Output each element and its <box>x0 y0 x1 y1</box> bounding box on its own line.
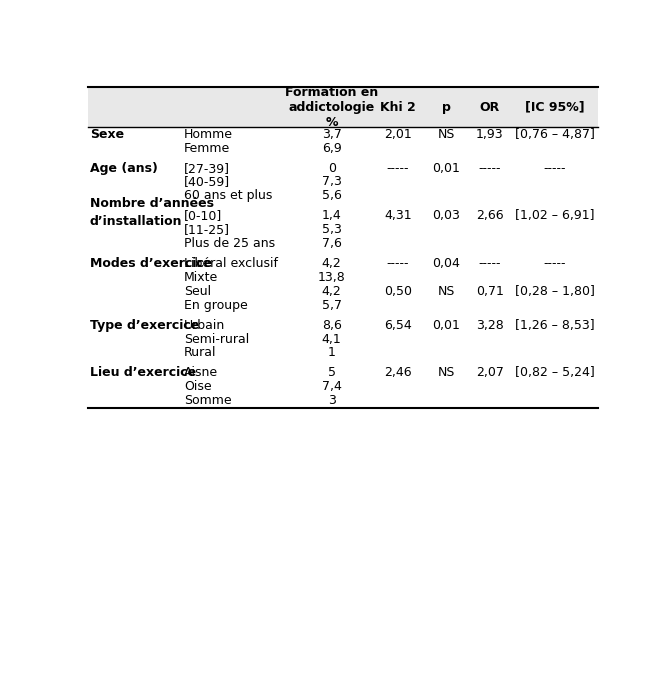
Text: Seul: Seul <box>184 285 211 298</box>
Text: 6,54: 6,54 <box>384 318 411 332</box>
Text: NS: NS <box>438 366 455 379</box>
Text: 13,8: 13,8 <box>318 271 345 284</box>
Text: Sexe: Sexe <box>90 128 124 141</box>
Text: 5,7: 5,7 <box>322 299 341 312</box>
Text: Plus de 25 ans: Plus de 25 ans <box>184 237 275 250</box>
Text: En groupe: En groupe <box>184 299 248 312</box>
Text: Femme: Femme <box>184 141 230 155</box>
Text: -----: ----- <box>544 257 566 270</box>
Text: -----: ----- <box>387 257 409 270</box>
Text: p: p <box>442 101 451 114</box>
Text: 60 ans et plus: 60 ans et plus <box>184 189 273 202</box>
Text: -----: ----- <box>478 257 501 270</box>
Text: [27-39]: [27-39] <box>184 162 230 174</box>
Text: -----: ----- <box>478 162 501 174</box>
Text: [0,82 – 5,24]: [0,82 – 5,24] <box>515 366 595 379</box>
Text: Rural: Rural <box>184 346 216 360</box>
Text: 2,07: 2,07 <box>476 366 504 379</box>
Text: 0,50: 0,50 <box>384 285 412 298</box>
Text: 7,6: 7,6 <box>322 237 341 250</box>
Text: [0-10]: [0-10] <box>184 210 222 222</box>
Text: [IC 95%]: [IC 95%] <box>525 101 584 114</box>
Text: 5,3: 5,3 <box>322 223 341 236</box>
Text: 0,01: 0,01 <box>432 318 460 332</box>
Text: 3,28: 3,28 <box>476 318 504 332</box>
Text: 2,01: 2,01 <box>384 128 411 141</box>
Text: 3: 3 <box>328 394 335 407</box>
Text: 8,6: 8,6 <box>322 318 341 332</box>
Text: NS: NS <box>438 128 455 141</box>
Text: 1,4: 1,4 <box>322 210 341 222</box>
Text: 6,9: 6,9 <box>322 141 341 155</box>
Text: 7,3: 7,3 <box>322 176 341 189</box>
Text: -----: ----- <box>544 162 566 174</box>
Text: Libéral exclusif: Libéral exclusif <box>184 257 278 270</box>
Text: 0,01: 0,01 <box>432 162 460 174</box>
Text: 2,66: 2,66 <box>476 210 504 222</box>
Text: Modes d’exercice: Modes d’exercice <box>90 257 212 270</box>
Text: 4,2: 4,2 <box>322 257 341 270</box>
Text: [40-59]: [40-59] <box>184 176 230 189</box>
Text: Khi 2: Khi 2 <box>380 101 415 114</box>
Text: Type d’exercice: Type d’exercice <box>90 318 199 332</box>
Text: Semi-rural: Semi-rural <box>184 333 249 345</box>
Text: NS: NS <box>438 285 455 298</box>
Text: Lieu d’exercice: Lieu d’exercice <box>90 366 196 379</box>
Text: Nombre d’années
d’installation: Nombre d’années d’installation <box>90 197 214 228</box>
Text: Formation en
addictologie
%: Formation en addictologie % <box>285 86 378 129</box>
Text: [1,02 – 6,91]: [1,02 – 6,91] <box>515 210 595 222</box>
Text: 0,04: 0,04 <box>432 257 460 270</box>
Text: Age (ans): Age (ans) <box>90 162 158 174</box>
Text: [0,28 – 1,80]: [0,28 – 1,80] <box>515 285 595 298</box>
Text: 4,1: 4,1 <box>322 333 341 345</box>
Text: 1,93: 1,93 <box>476 128 504 141</box>
Text: [11-25]: [11-25] <box>184 223 230 236</box>
Text: OR: OR <box>480 101 500 114</box>
Text: 3,7: 3,7 <box>322 128 341 141</box>
Text: 0: 0 <box>327 162 335 174</box>
Text: 0,03: 0,03 <box>432 210 460 222</box>
Text: 5,6: 5,6 <box>322 189 341 202</box>
Text: Somme: Somme <box>184 394 232 407</box>
Text: 7,4: 7,4 <box>322 381 341 393</box>
Text: 2,46: 2,46 <box>384 366 411 379</box>
Text: 5: 5 <box>327 366 335 379</box>
Text: -----: ----- <box>387 162 409 174</box>
Text: [0,76 – 4,87]: [0,76 – 4,87] <box>515 128 595 141</box>
Text: Mixte: Mixte <box>184 271 218 284</box>
Text: Oise: Oise <box>184 381 212 393</box>
Text: 0,71: 0,71 <box>476 285 504 298</box>
Text: [1,26 – 8,53]: [1,26 – 8,53] <box>515 318 595 332</box>
Text: Urbain: Urbain <box>184 318 225 332</box>
Text: 4,2: 4,2 <box>322 285 341 298</box>
Text: Homme: Homme <box>184 128 233 141</box>
Text: Aisne: Aisne <box>184 366 218 379</box>
Text: 4,31: 4,31 <box>384 210 411 222</box>
Bar <box>88 87 598 127</box>
Text: 1: 1 <box>328 346 335 360</box>
